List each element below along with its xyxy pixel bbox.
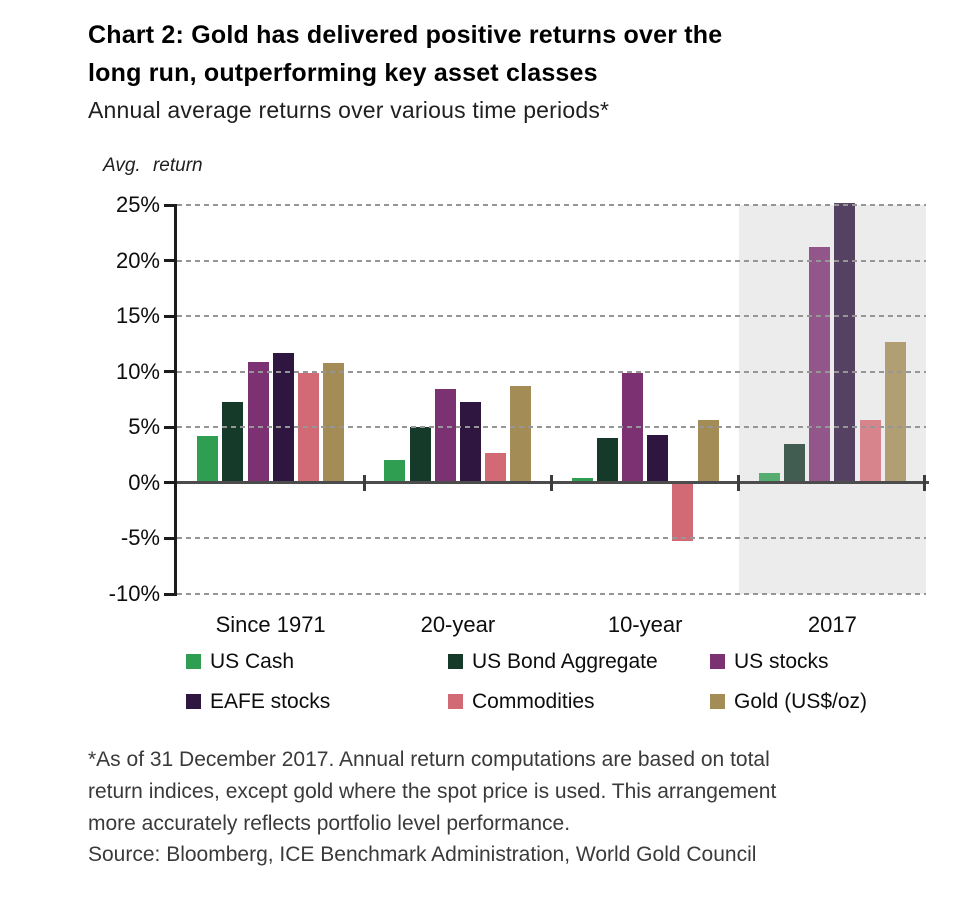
footnote: *As of 31 December 2017. Annual return c… xyxy=(88,744,948,840)
plot-area: 25% 20% 15% 10% 5% 0% -5% -10% Since 1971 20-year… xyxy=(109,192,929,637)
legend-swatch-us-cash xyxy=(186,654,201,669)
zero-line-tick-1 xyxy=(362,474,366,491)
legend-label-us-stocks: US stocks xyxy=(734,650,829,673)
legend-item-us-bond-aggregate: US Bond Aggregate xyxy=(448,650,658,674)
bar-commodities-10-year xyxy=(672,482,694,541)
footnote-line: *As of 31 December 2017. Annual return c… xyxy=(88,748,770,771)
bar-eafe-stocks-2017 xyxy=(834,202,856,483)
legend-label-us-cash: US Cash xyxy=(210,650,295,673)
source-line: Source: Bloomberg, ICE Benchmark Adminis… xyxy=(88,843,757,866)
y-axis-tick-20 xyxy=(164,259,177,263)
legend-swatch-commodities xyxy=(448,694,463,709)
bar-us-bond-aggregate-10-year xyxy=(596,438,618,483)
bar-us-bond-aggregate-2017 xyxy=(784,443,806,483)
bar-us-stocks-20-year xyxy=(434,389,456,483)
legend-item-us-stocks: US stocks xyxy=(710,650,829,674)
footnote-line: return indices, except gold where the sp… xyxy=(88,780,777,803)
zero-line-tick-2 xyxy=(550,474,553,491)
chart-title-line2: long run, outperforming key asset classe… xyxy=(88,59,598,87)
chart-subtitle: Annual average returns over various time… xyxy=(88,97,610,123)
legend-swatch-gold-us-oz xyxy=(710,694,725,709)
bar-eafe-stocks-20-year xyxy=(459,401,481,483)
legend-swatch-us-bond-aggregate xyxy=(448,654,463,669)
gridline--10 xyxy=(177,593,926,595)
y-axis-tick-15 xyxy=(164,314,177,318)
bar-gold-us-oz-20-year xyxy=(510,386,532,483)
y-tick-label-15: 15% xyxy=(115,303,160,329)
y-tick-label-0: 0% xyxy=(128,469,160,495)
y-tick-label-5: 5% xyxy=(128,414,160,440)
gridline-20 xyxy=(177,259,926,262)
bar-gold-us-oz-10-year xyxy=(697,419,719,483)
y-axis-tick-5 xyxy=(164,425,177,429)
bar-commodities-2017 xyxy=(859,419,881,483)
bar-eafe-stocks-since-1971 xyxy=(272,352,294,483)
legend-label-commodities: Commodities xyxy=(472,690,595,713)
bar-us-stocks-2017 xyxy=(809,247,831,483)
gridline--5 xyxy=(177,537,926,540)
y-axis-tick--5 xyxy=(164,536,177,540)
y-axis-tick-10 xyxy=(164,370,177,374)
x-label-2017: 2017 xyxy=(807,612,857,637)
y-tick-label-20: 20% xyxy=(115,247,160,273)
bar-us-cash-20-year xyxy=(384,459,406,483)
legend-swatch-us-stocks xyxy=(710,654,725,669)
gridline-15 xyxy=(177,315,926,318)
y-tick-label-10: 10% xyxy=(115,358,160,384)
bar-eafe-stocks-10-year xyxy=(647,435,669,483)
bar-gold-us-oz-2017 xyxy=(884,341,906,483)
gridline-25 xyxy=(177,204,926,206)
bar-us-bond-aggregate-20-year xyxy=(409,427,431,483)
x-label-20-year: 20-year xyxy=(420,612,496,637)
y-axis-tick-25 xyxy=(164,203,177,207)
gridline-10 xyxy=(177,370,926,373)
x-label-10-year: 10-year xyxy=(607,612,683,637)
gridline-5 xyxy=(177,426,926,429)
legend-label-eafe-stocks: EAFE stocks xyxy=(210,690,331,713)
legend-swatch-eafe-stocks xyxy=(186,694,201,709)
zero-line-tick-3 xyxy=(737,474,741,491)
y-tick-label-25: 25% xyxy=(115,192,160,217)
y-axis-unit-label: Avg. return xyxy=(103,155,203,176)
footnote-line: more accurately reflects portfolio level… xyxy=(88,812,571,835)
bar-commodities-20-year xyxy=(485,452,507,483)
legend-item-gold-us-oz: Gold (US$/oz) xyxy=(710,690,867,714)
bar-us-cash-since-1971 xyxy=(197,436,219,483)
legend-item-eafe-stocks: EAFE stocks xyxy=(186,690,330,714)
y-axis-line xyxy=(174,205,177,596)
legend-label-us-bond-aggregate: US Bond Aggregate xyxy=(472,650,658,673)
bar-us-cash-2017 xyxy=(758,472,780,483)
bar-us-bond-aggregate-since-1971 xyxy=(222,401,244,483)
bar-us-stocks-since-1971 xyxy=(247,361,269,483)
x-label-since-1971: Since 1971 xyxy=(215,612,326,637)
legend-label-gold-us-oz: Gold (US$/oz) xyxy=(734,690,868,713)
y-axis-tick-0 xyxy=(164,481,177,485)
bar-us-cash-10-year xyxy=(571,478,593,483)
y-axis-tick--10 xyxy=(164,592,177,596)
y-tick-label--10: -10% xyxy=(108,581,160,606)
y-tick-label--5: -5% xyxy=(120,525,160,551)
legend-item-commodities: Commodities xyxy=(448,690,595,714)
chart-title-line1: Chart 2: Gold has delivered positive ret… xyxy=(88,21,723,49)
legend-item-us-cash: US Cash xyxy=(186,650,294,674)
chart-title: Chart 2: Gold has delivered positive ret… xyxy=(88,16,948,92)
bar-gold-us-oz-since-1971 xyxy=(323,362,345,483)
zero-line-tick-4 xyxy=(923,474,926,491)
